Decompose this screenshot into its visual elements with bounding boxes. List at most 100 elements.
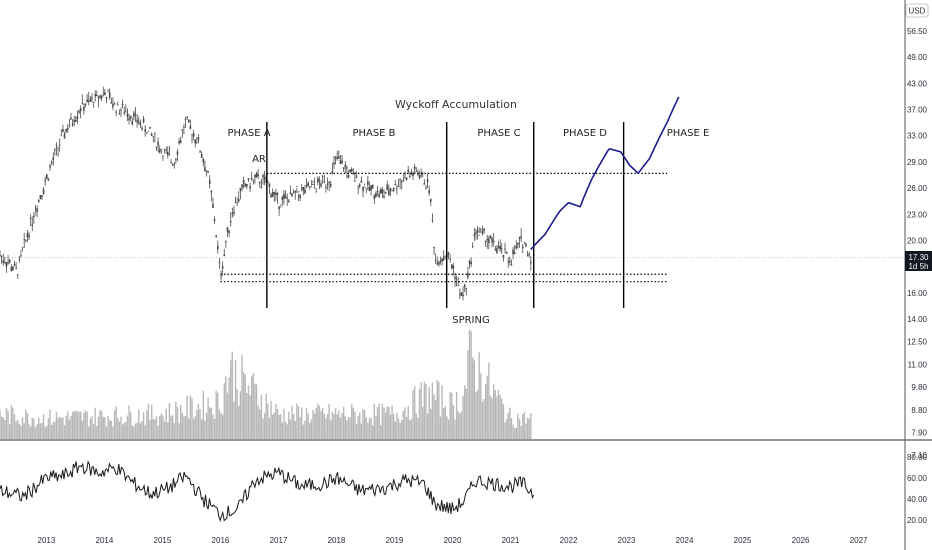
price-candle (475, 232, 477, 234)
volume-bar (231, 351, 234, 439)
price-candle (257, 174, 259, 177)
volume-bar (234, 359, 237, 439)
price-candle (276, 193, 279, 195)
volume-bar (115, 406, 117, 439)
volume-bar (241, 354, 243, 439)
price-candle (205, 170, 208, 172)
price-candle (391, 190, 393, 192)
price-candle (123, 112, 126, 114)
rsi-line[interactable] (0, 460, 535, 522)
price-candle (312, 183, 314, 185)
volume-bar (342, 406, 345, 439)
volume-bar (180, 404, 182, 439)
price-candle (392, 187, 395, 191)
volume-bar (220, 412, 222, 439)
volume-bar (370, 417, 372, 439)
price-candle (455, 279, 458, 280)
volume-bar (41, 422, 43, 439)
price-candle (273, 192, 276, 195)
chart-title: Wyckoff Accumulation (395, 98, 517, 111)
volume-bar (286, 424, 288, 439)
volume-bar (230, 360, 232, 439)
volume-bar (362, 408, 364, 439)
indicator-tick-label: 80.00 (907, 453, 928, 462)
phase-b-label: PHASE B (352, 128, 395, 139)
price-candle (149, 126, 151, 129)
price-candle (220, 276, 222, 278)
price-candle (83, 106, 85, 111)
price-candle (363, 186, 366, 188)
volume-bar (522, 414, 524, 439)
price-candle (410, 174, 413, 176)
price-candle (202, 158, 205, 163)
price-candle (36, 207, 38, 212)
volume-bar (512, 424, 514, 439)
price-candle (191, 134, 193, 135)
projection-line[interactable] (530, 96, 680, 250)
phase-d-label: PHASE D (563, 128, 607, 139)
price-tick-label: 49.00 (907, 53, 928, 62)
price-candle (225, 241, 227, 243)
price-candle (396, 188, 398, 189)
volume-bar (491, 397, 493, 439)
current-price-tag[interactable] (905, 251, 932, 271)
volume-bar (284, 421, 287, 439)
price-candle (281, 197, 284, 200)
price-candle (452, 265, 455, 269)
price-candle (136, 119, 138, 123)
volume-bar (47, 418, 50, 439)
price-candle (252, 180, 255, 182)
time-axis[interactable]: 2013 2014 2015 2016 2017 2018 2019 2020 2021 2022… (38, 536, 869, 545)
indicator-tick-label: 60.00 (907, 474, 928, 483)
price-candle (491, 238, 493, 243)
price-pane[interactable] (0, 86, 680, 308)
currency-box[interactable] (905, 3, 929, 18)
volume-bar (392, 414, 395, 439)
volume-bar (131, 425, 134, 439)
volume-bar (344, 416, 346, 439)
price-axis[interactable]: 56.50 49.00 43.00 37.00 33.00 29.00 26.00 23.00… (907, 27, 928, 460)
price-candle (494, 248, 497, 250)
price-candle (384, 191, 387, 194)
volume-bar (317, 403, 319, 439)
price-candle (57, 147, 59, 149)
price-candle (489, 235, 492, 239)
volume-bar (312, 409, 314, 439)
price-candle (267, 181, 269, 183)
price-candle (54, 149, 56, 151)
price-candle (104, 92, 106, 96)
price-candle (78, 111, 80, 113)
volume-bar (15, 421, 17, 439)
volume-bar (46, 425, 48, 439)
volume-bar (451, 392, 453, 439)
price-candle (375, 192, 377, 198)
volume-bar (200, 419, 203, 439)
volume-bar (384, 412, 387, 439)
phase-a-label: PHASE A (227, 128, 270, 139)
price-candle (463, 284, 466, 288)
volume-bar (383, 407, 385, 439)
price-candle (55, 144, 58, 147)
price-candle (365, 188, 368, 189)
volume-bar (467, 350, 469, 439)
rsi-pane[interactable] (0, 460, 535, 522)
volume-bar (83, 412, 85, 439)
volume-bar (510, 418, 513, 439)
volume-bar (188, 418, 190, 439)
price-candle (317, 178, 319, 183)
price-candle (450, 264, 453, 269)
price-candle (81, 102, 84, 104)
price-tick-label: 9.80 (911, 383, 927, 392)
price-candle (162, 155, 164, 157)
volume-bar (530, 413, 532, 439)
price-candle (221, 266, 224, 269)
volume-bar (299, 417, 301, 439)
volume-bar (125, 421, 127, 439)
indicator-axis[interactable]: 80.00 60.00 40.00 20.00 (907, 453, 928, 525)
volume-bar (10, 405, 12, 439)
volume-bar (288, 411, 290, 439)
volume-bar (217, 392, 219, 439)
volume-bar (310, 419, 313, 439)
price-candle (504, 248, 506, 250)
price-candle (66, 127, 69, 130)
